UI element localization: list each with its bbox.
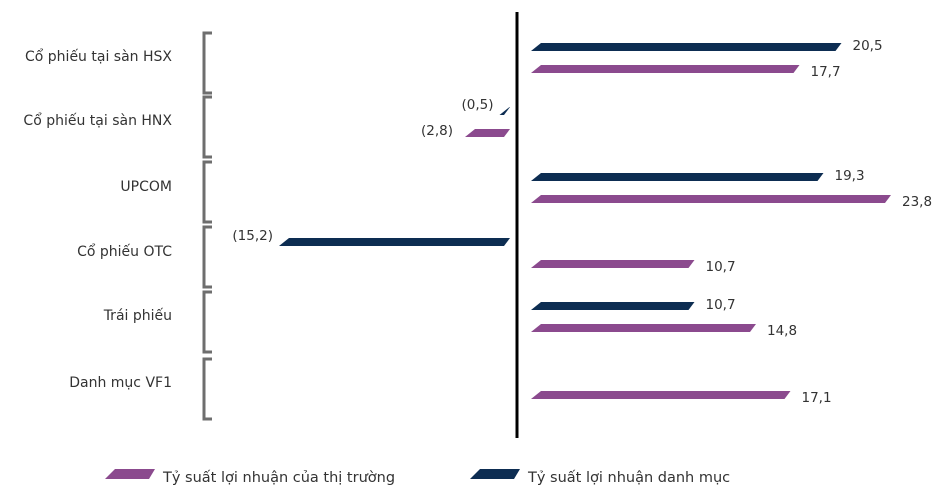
value-label-market: (2,8): [421, 123, 453, 139]
bar-market: [531, 195, 891, 203]
bar-portfolio: [531, 173, 824, 181]
legend-swatch: [470, 469, 520, 479]
category-bracket: [202, 95, 212, 159]
category-label: Cổ phiếu OTC: [77, 243, 172, 260]
bar-portfolio: [279, 238, 510, 246]
category-label: Danh mục VF1: [69, 375, 172, 391]
category-label: UPCOM: [120, 179, 172, 195]
value-label-market: 17,1: [802, 390, 832, 406]
bar-portfolio: [531, 43, 842, 51]
bar-market: [531, 260, 695, 268]
value-label-market: 14,8: [767, 323, 797, 339]
category-bracket: [202, 290, 212, 354]
value-label-market: 17,7: [811, 64, 841, 80]
bar-market: [465, 129, 510, 137]
category-bracket: [202, 357, 212, 421]
bar-market: [531, 324, 756, 332]
category-label: Cổ phiếu tại sàn HNX: [23, 112, 172, 129]
value-label-portfolio: (0,5): [461, 97, 493, 113]
value-label-portfolio: 20,5: [853, 38, 883, 54]
category-bracket: [202, 31, 212, 95]
category-bracket: [202, 225, 212, 289]
bar-portfolio: [499, 107, 510, 115]
value-label-portfolio: 19,3: [835, 168, 865, 184]
value-label-market: 23,8: [902, 194, 932, 210]
category-label: Trái phiếu: [103, 307, 172, 324]
bar-portfolio: [531, 302, 695, 310]
bar-market: [531, 65, 800, 73]
legend-label: Tỷ suất lợi nhuận của thị trường: [162, 470, 395, 486]
bar-market: [531, 391, 791, 399]
category-label: Cổ phiếu tại sàn HSX: [25, 48, 172, 65]
value-label-portfolio: (15,2): [232, 228, 273, 244]
legend-label: Tỷ suất lợi nhuận danh mục: [527, 470, 730, 486]
value-label-market: 10,7: [706, 259, 736, 275]
category-bracket: [202, 160, 212, 224]
legend-swatch: [105, 469, 155, 479]
value-label-portfolio: 10,7: [706, 297, 736, 313]
